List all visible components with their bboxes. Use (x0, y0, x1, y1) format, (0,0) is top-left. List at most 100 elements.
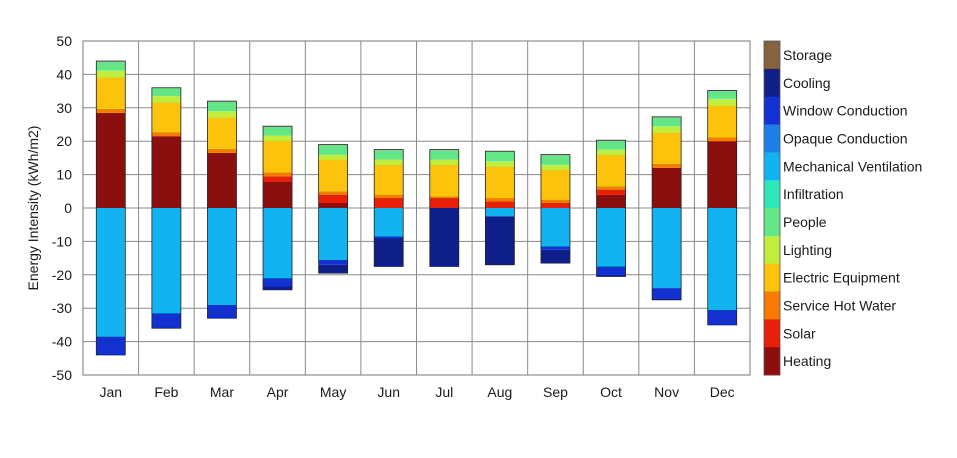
bar-segment-cooling (485, 216, 515, 265)
bar-segment-electric-equipment (485, 166, 515, 198)
x-tick-label: Nov (654, 384, 679, 400)
bar-segment-cooling (263, 286, 293, 290)
bar-segment-solar (485, 201, 515, 208)
bar-segment-window-conduction (318, 259, 348, 265)
bar-segment-service-hot-water (374, 194, 404, 198)
bar-segment-lighting (540, 164, 570, 170)
bar-segment-service-hot-water (707, 137, 737, 142)
bar-segment-people (429, 149, 459, 160)
bar-segment-electric-equipment (429, 164, 459, 197)
legend-swatch-people (764, 208, 780, 237)
bar-segment-cooling (318, 264, 348, 274)
bar-segment-lighting (151, 96, 181, 103)
legend-frame (763, 40, 781, 376)
bar-segment-electric-equipment (652, 132, 682, 164)
bar-segment-mechanical-ventilation (596, 208, 626, 267)
y-tick-label: 0 (64, 200, 72, 216)
y-tick-label: -40 (52, 334, 72, 350)
x-tick-labels: Jan Feb Mar Apr May Jun Jul Aug Sep Oct Nov Dec (100, 384, 735, 400)
bar-outline (207, 100, 237, 319)
y-tick-label: 30 (56, 100, 72, 116)
bar-outline (651, 116, 682, 301)
bar-segment-window-conduction (207, 304, 237, 319)
legend-swatch-lighting (764, 235, 780, 265)
bar-segment-window-conduction (707, 309, 737, 325)
bar-segment-heating (707, 141, 737, 208)
legend-swatch-opaque-conduction (764, 124, 780, 153)
legend: Storage Cooling Window Conduction Opaque Co… (763, 40, 922, 376)
bar-segment-electric-equipment (374, 164, 404, 195)
bar-segment-electric-equipment (151, 102, 181, 133)
x-tick-label: Jun (377, 384, 400, 400)
bar-segment-solar (596, 189, 626, 195)
legend-label: Cooling (783, 75, 830, 91)
bar-segment-heating (596, 194, 626, 208)
bar-segment-people (485, 151, 515, 162)
bar-outline (596, 139, 626, 277)
bar-segment-people (207, 101, 237, 112)
bar-segment-heating (151, 136, 181, 208)
y-tick-label: -20 (52, 267, 72, 283)
bar-segment-lighting (652, 126, 682, 133)
bar-segment-mechanical-ventilation (207, 208, 237, 305)
bar-segment-lighting (485, 161, 515, 167)
legend-swatch-electric-equipment (764, 263, 780, 292)
bar-segment-heating (207, 152, 237, 208)
x-tick-label: Jul (435, 384, 453, 400)
bar-outline (318, 144, 349, 274)
bar-segment-people (263, 126, 293, 136)
bar-segment-service-hot-water (318, 191, 348, 195)
legend-label: Electric Equipment (783, 270, 900, 286)
bar-segment-solar (374, 197, 404, 208)
bar-segment-window-conduction (96, 336, 126, 355)
x-tick-label: Aug (487, 384, 512, 400)
bar-segment-service-hot-water (652, 163, 682, 168)
bar-segment-mechanical-ventilation (485, 208, 515, 217)
y-tick-label: 20 (56, 133, 72, 149)
legend-label: Window Conduction (783, 103, 908, 119)
x-tick-label: Apr (267, 384, 289, 400)
legend-label: Opaque Conduction (783, 130, 908, 146)
x-tick-label: Jan (100, 384, 123, 400)
legend-label: Storage (783, 47, 832, 63)
legend-label: Infiltration (783, 186, 844, 202)
bar-segment-people (318, 144, 348, 155)
plot-frame (82, 40, 751, 376)
bar-segment-cooling (652, 298, 682, 300)
bar-segment-mechanical-ventilation (263, 208, 293, 279)
bar-segment-lighting (429, 159, 459, 165)
x-tick-label: May (320, 384, 346, 400)
bar-segment-electric-equipment (596, 154, 626, 187)
bar-segment-mechanical-ventilation (151, 208, 181, 314)
legend-swatch-heating (764, 347, 780, 376)
bar-segment-window-conduction (596, 266, 626, 275)
legend-swatch-cooling (764, 68, 780, 98)
bar-segment-people (96, 61, 126, 71)
y-tick-label: -10 (52, 233, 72, 249)
bar-segment-people (374, 149, 404, 160)
bar-segment-window-conduction (652, 288, 682, 299)
bar-segment-people (596, 140, 626, 150)
bar-segment-lighting (596, 149, 626, 155)
bar-segment-electric-equipment (540, 169, 570, 200)
bar-segment-electric-equipment (263, 140, 293, 173)
legend-label: Heating (783, 353, 831, 369)
bar-segment-cooling (374, 238, 404, 267)
bar-segment-electric-equipment (318, 159, 348, 192)
legend-swatch-service-hot-water (764, 291, 780, 320)
grid-lines (83, 41, 750, 375)
legend-swatch-infiltration (764, 180, 780, 209)
bar-segment-service-hot-water (540, 199, 570, 203)
bar-segment-lighting (374, 159, 404, 165)
bar-segment-lighting (96, 70, 126, 78)
bar-segment-service-hot-water (207, 148, 237, 153)
legend-label: Solar (783, 325, 816, 341)
bar-outline (429, 149, 460, 267)
bar-segment-window-conduction (374, 236, 404, 239)
bar-segment-people (652, 116, 682, 127)
y-tick-label: 50 (56, 33, 72, 49)
bar-segment-service-hot-water (485, 197, 515, 202)
bar-segment-service-hot-water (263, 172, 293, 177)
x-tick-label: Feb (154, 384, 178, 400)
